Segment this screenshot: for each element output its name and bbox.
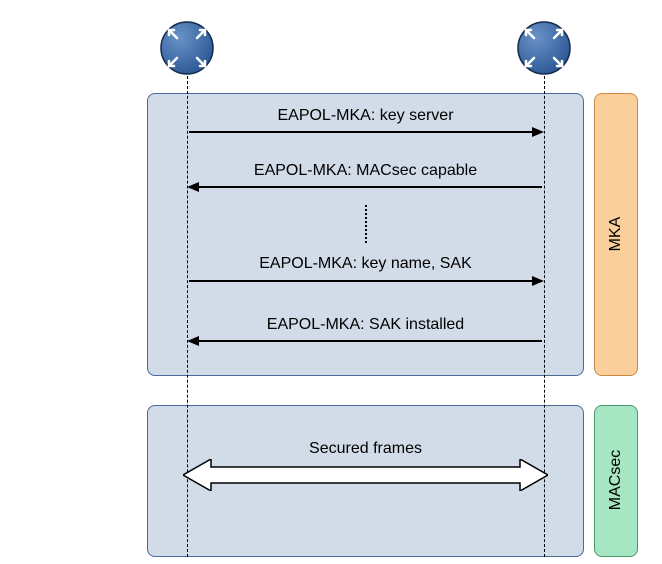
arrow-head-0	[532, 127, 544, 137]
message-label-3: EAPOL-MKA: SAK installed	[187, 316, 544, 334]
arrow-head-2	[532, 276, 544, 286]
ellipsis-dots	[365, 205, 367, 243]
message-arrow-0	[189, 131, 532, 133]
message-label-1: EAPOL-MKA: MACsec capable	[187, 162, 544, 180]
arrow-head-1	[187, 182, 199, 192]
mka-side-label: MKA	[607, 184, 625, 284]
message-label-0: EAPOL-MKA: key server	[187, 107, 544, 125]
message-arrow-2	[189, 280, 532, 282]
secured-frames-arrow	[183, 459, 548, 496]
router-right-icon	[516, 20, 572, 76]
message-arrow-3	[199, 340, 542, 342]
arrow-head-3	[187, 336, 199, 346]
secured-frames-label: Secured frames	[187, 440, 544, 458]
message-label-2: EAPOL-MKA: key name, SAK	[187, 255, 544, 273]
macsec-side-label: MACsec	[607, 430, 625, 530]
message-arrow-1	[199, 186, 542, 188]
router-left-icon	[159, 20, 215, 76]
